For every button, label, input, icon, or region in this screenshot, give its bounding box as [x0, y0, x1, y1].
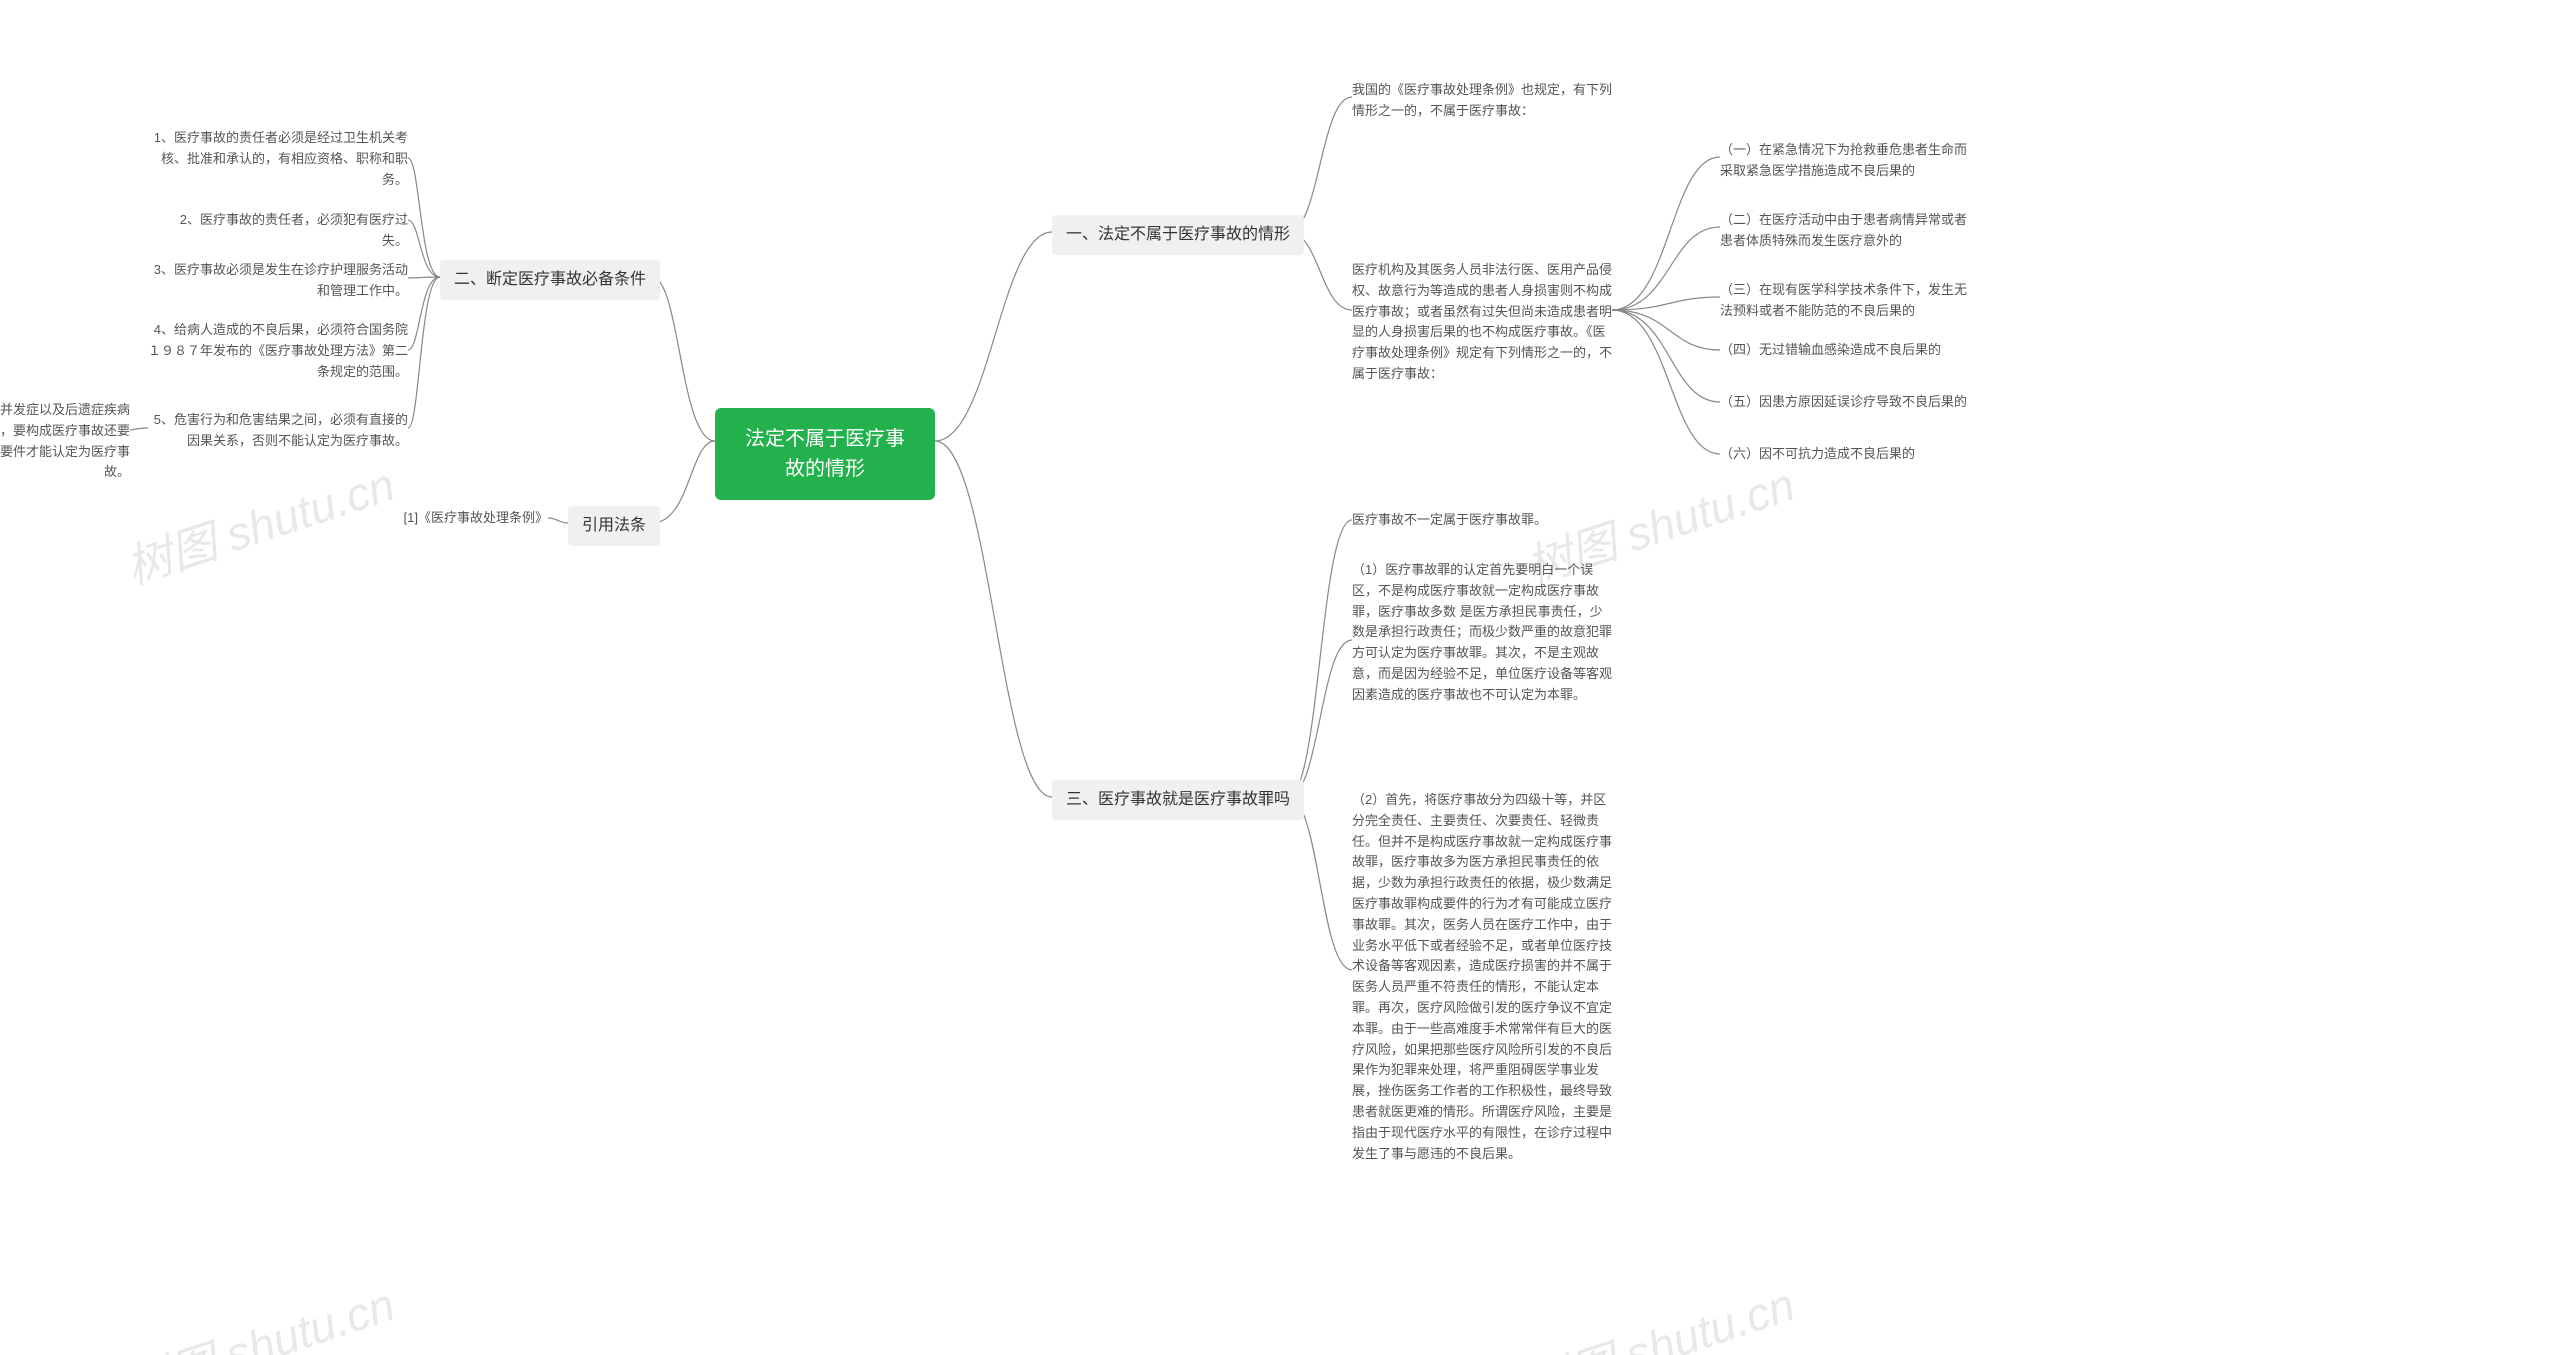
- watermark: 树图 shutu.cn: [117, 449, 402, 598]
- leaf-node: （一）在紧急情况下为抢救垂危患者生命而采取紧急医学措施造成不良后果的: [1720, 140, 1970, 182]
- leaf-node: （五）因患方原因延误诊疗导致不良后果的: [1720, 392, 1970, 413]
- leaf-node: （1）医疗事故罪的认定首先要明白一个误区，不是构成医疗事故就一定构成医疗事故罪，…: [1352, 560, 1612, 706]
- connector-layer: [0, 0, 2560, 1355]
- leaf-node: [1]《医疗事故处理条例》: [388, 508, 548, 529]
- leaf-node: 医疗事故不一定属于医疗事故罪。: [1352, 510, 1612, 531]
- leaf-node: （六）因不可抗力造成不良后果的: [1720, 444, 1970, 465]
- center-node[interactable]: 法定不属于医疗事故的情形: [715, 408, 935, 500]
- branch-node-4[interactable]: 引用法条: [568, 506, 660, 546]
- branch-node-2[interactable]: 二、断定医疗事故必备条件: [440, 260, 660, 300]
- leaf-node: 我国的《医疗事故处理条例》也规定，有下列情形之一的，不属于医疗事故：: [1352, 80, 1612, 122]
- branch-node-3[interactable]: 三、医疗事故就是医疗事故罪吗: [1052, 780, 1304, 820]
- leaf-node: 医疗差错、医疗意外、并发症以及后遗症疾病都是不属于医疗事故的，要构成医疗事故还要…: [0, 400, 130, 483]
- leaf-node: 3、医疗事故必须是发生在诊疗护理服务活动和管理工作中。: [148, 260, 408, 302]
- leaf-node: （三）在现有医学科学技术条件下，发生无法预料或者不能防范的不良后果的: [1720, 280, 1970, 322]
- watermark: 树图 shutu.cn: [117, 1269, 402, 1355]
- branch-node-1[interactable]: 一、法定不属于医疗事故的情形: [1052, 215, 1304, 255]
- leaf-node: （二）在医疗活动中由于患者病情异常或者患者体质特殊而发生医疗意外的: [1720, 210, 1970, 252]
- leaf-node: 2、医疗事故的责任者，必须犯有医疗过失。: [160, 210, 408, 252]
- leaf-node: （2）首先，将医疗事故分为四级十等，并区分完全责任、主要责任、次要责任、轻微责任…: [1352, 790, 1612, 1164]
- leaf-node: 医疗机构及其医务人员非法行医、医用产品侵权、故意行为等造成的患者人身损害则不构成…: [1352, 260, 1612, 385]
- watermark: 树图 shutu.cn: [1517, 1269, 1802, 1355]
- leaf-node: 4、给病人造成的不良后果，必须符合国务院１９８７年发布的《医疗事故处理方法》第二…: [148, 320, 408, 382]
- leaf-node: 5、危害行为和危害结果之间，必须有直接的因果关系，否则不能认定为医疗事故。: [148, 410, 408, 452]
- leaf-node: （四）无过错输血感染造成不良后果的: [1720, 340, 1970, 361]
- leaf-node: 1、医疗事故的责任者必须是经过卫生机关考核、批准和承认的，有相应资格、职称和职务…: [148, 128, 408, 190]
